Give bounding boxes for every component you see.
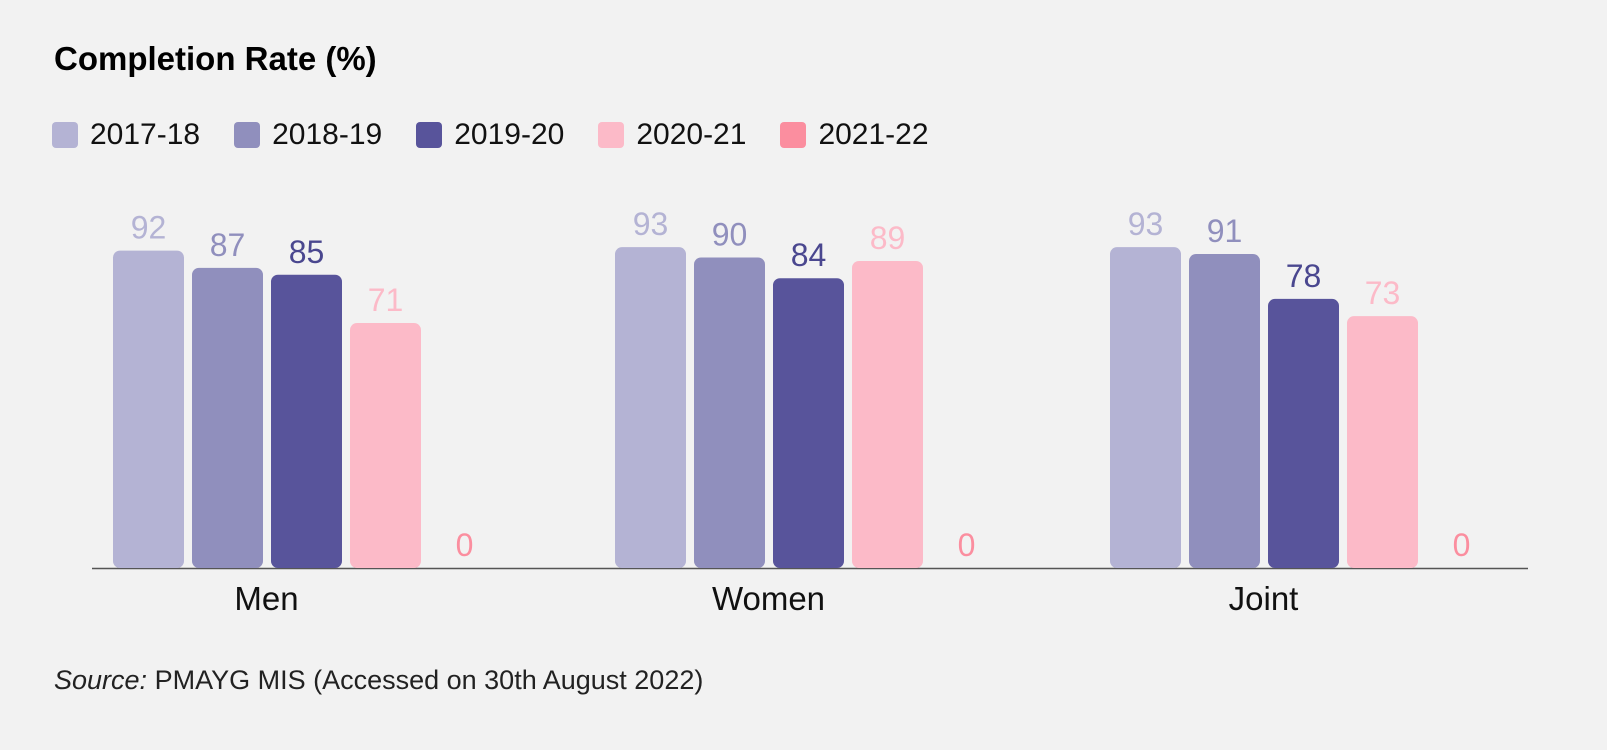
legend: 2017-18 2018-19 2019-20 2020-21 2021-22 bbox=[52, 118, 963, 152]
category-label-women: Women bbox=[712, 580, 825, 617]
data-label: 90 bbox=[712, 217, 748, 253]
data-label: 92 bbox=[131, 210, 167, 246]
data-label: 93 bbox=[633, 206, 669, 242]
bar-men-2018-19 bbox=[192, 267, 263, 568]
bar-joint-2017-18 bbox=[1110, 247, 1181, 568]
legend-swatch bbox=[234, 122, 261, 148]
data-label: 0 bbox=[456, 527, 474, 563]
bar-men-2019-20 bbox=[271, 274, 342, 568]
data-label: 91 bbox=[1207, 213, 1243, 249]
legend-swatch bbox=[780, 122, 807, 148]
legend-item-2017-18: 2017-18 bbox=[52, 118, 200, 152]
data-label: 0 bbox=[1453, 527, 1471, 563]
bar-joint-2020-21 bbox=[1347, 316, 1418, 568]
data-label: 78 bbox=[1286, 258, 1322, 294]
data-label: 87 bbox=[210, 227, 246, 263]
chart-title: Completion Rate (%) bbox=[54, 40, 377, 77]
legend-swatch bbox=[416, 122, 443, 148]
category-label-joint: Joint bbox=[1229, 580, 1299, 617]
bar-women-2020-21 bbox=[852, 260, 923, 568]
data-label: 93 bbox=[1128, 206, 1164, 242]
legend-swatch bbox=[52, 122, 78, 148]
legend-item-2020-21: 2020-21 bbox=[598, 118, 746, 152]
data-label: 71 bbox=[368, 282, 404, 318]
legend-label: 2020-21 bbox=[636, 118, 747, 151]
bar-women-2019-20 bbox=[773, 278, 844, 568]
data-label: 84 bbox=[791, 237, 827, 273]
source-text: PMAYG MIS (Accessed on 30th August 2022) bbox=[147, 665, 704, 695]
data-label: 73 bbox=[1365, 275, 1401, 311]
legend-label: 2017-18 bbox=[90, 118, 201, 151]
bar-women-2017-18 bbox=[615, 247, 686, 568]
bar-joint-2018-19 bbox=[1189, 254, 1260, 569]
legend-item-2021-22: 2021-22 bbox=[780, 118, 929, 152]
legend-item-2019-20: 2019-20 bbox=[416, 118, 564, 152]
bar-joint-2019-20 bbox=[1268, 298, 1339, 568]
bar-chart: 92 87 85 71 0 Men 93 90 84 89 0 Women 93 91 78 73 0 Joint bbox=[92, 206, 1528, 617]
legend-label: 2019-20 bbox=[454, 118, 565, 151]
legend-swatch bbox=[598, 122, 625, 148]
category-label-men: Men bbox=[234, 580, 298, 617]
bar-women-2018-19 bbox=[694, 257, 765, 568]
legend-label: 2018-19 bbox=[272, 118, 383, 151]
data-label: 0 bbox=[958, 527, 976, 563]
legend-label: 2021-22 bbox=[818, 118, 929, 151]
legend-item-2018-19: 2018-19 bbox=[234, 118, 382, 152]
bar-men-2020-21 bbox=[350, 323, 421, 568]
data-label: 85 bbox=[289, 234, 325, 270]
source-prefix: Source: bbox=[54, 665, 148, 695]
data-label: 89 bbox=[870, 220, 906, 256]
source-note: Source: PMAYG MIS (Accessed on 30th Augu… bbox=[54, 665, 703, 696]
bar-men-2017-18 bbox=[113, 250, 184, 568]
